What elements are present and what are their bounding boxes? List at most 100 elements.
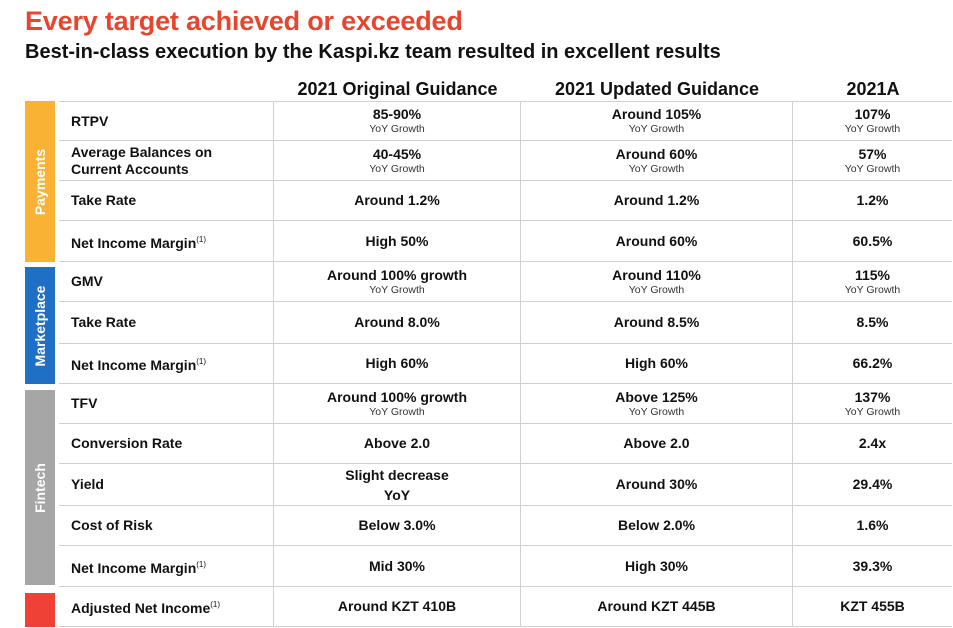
fintech-band: Fintech bbox=[25, 390, 55, 585]
cell-value: 8.5% bbox=[856, 314, 889, 330]
row-label-text: Net Income Margin bbox=[71, 234, 197, 251]
footnote-marker: (1) bbox=[196, 559, 207, 569]
cell-value: Around 60% bbox=[615, 145, 698, 162]
row-label-text: Cost of Risk bbox=[71, 517, 153, 533]
original-guidance-cell: 85-90% YoY Growth bbox=[273, 102, 520, 140]
row-label-text: RTPV bbox=[71, 112, 109, 129]
row-label-cell: Adjusted Net Income(1) bbox=[59, 587, 273, 626]
cell-value: Around 8.0% bbox=[354, 314, 440, 330]
updated-guidance-cell: Around 105% YoY Growth bbox=[520, 102, 792, 140]
table-row: Net Income Margin(1) High 50% Around 60% 60… bbox=[59, 221, 952, 262]
row-label-cell: GMV bbox=[59, 262, 273, 301]
original-guidance-cell: Around 100% growth YoY Growth bbox=[273, 262, 520, 301]
cell-value: 60.5% bbox=[852, 232, 893, 249]
updated-guidance-cell: Around 60% YoY Growth bbox=[520, 141, 792, 180]
cell-value: Below 2.0% bbox=[617, 517, 696, 533]
cell-value: High 60% bbox=[365, 355, 429, 371]
actual-cell: KZT 455B bbox=[792, 587, 952, 626]
updated-guidance-cell: Around KZT 445B bbox=[520, 587, 792, 626]
updated-guidance-cell: Around 1.2% bbox=[520, 181, 792, 220]
original-guidance-cell: Around 1.2% bbox=[273, 181, 520, 220]
cell-value: Mid 30% bbox=[368, 557, 425, 574]
row-label-cell: RTPV bbox=[59, 102, 273, 140]
row-label: Adjusted Net Income(1) bbox=[71, 596, 220, 617]
cell-value: Around 110% bbox=[612, 266, 701, 283]
row-label: Take Rate bbox=[71, 192, 136, 209]
actual-cell: 137% YoY Growth bbox=[792, 384, 952, 423]
row-label-text: TFV bbox=[71, 395, 98, 411]
row-label: RTPV bbox=[71, 113, 108, 130]
footnote-marker: (1) bbox=[196, 357, 207, 366]
table-row: Conversion Rate Above 2.0 Above 2.0 2.4x bbox=[59, 424, 952, 464]
cell-value: High 60% bbox=[624, 355, 688, 371]
cell-value: 39.3% bbox=[852, 557, 893, 574]
payments-band: Payments bbox=[25, 101, 55, 262]
table-row: Adjusted Net Income(1) Around KZT 410B Aro… bbox=[59, 587, 952, 627]
footnote-marker: (1) bbox=[210, 600, 221, 609]
cell-value: KZT 455B bbox=[840, 598, 905, 614]
actual-cell: 115% YoY Growth bbox=[792, 262, 952, 301]
table-row: RTPV 85-90% YoY Growth Around 105% YoY Growt… bbox=[59, 101, 952, 141]
cell-value: Around KZT 410B bbox=[337, 598, 457, 614]
original-guidance-cell: Around 100% growth YoY Growth bbox=[273, 384, 520, 423]
cell-subtext: YoY Growth bbox=[628, 123, 685, 135]
row-label-cell: Average Balances on Current Accounts bbox=[59, 141, 273, 180]
updated-guidance-cell: Above 2.0 bbox=[520, 424, 792, 463]
cell-value: High 50% bbox=[365, 232, 429, 249]
original-guidance-cell: Around 8.0% bbox=[273, 302, 520, 343]
actual-cell: 60.5% bbox=[792, 221, 952, 261]
table-row: TFV Around 100% growth YoY Growth Above 125… bbox=[59, 384, 952, 424]
row-label-text: Conversion Rate bbox=[71, 435, 183, 451]
cell-value: 40-45% bbox=[372, 145, 422, 162]
row-label: Net Income Margin(1) bbox=[71, 353, 206, 374]
row-label-cell: TFV bbox=[59, 384, 273, 423]
row-label: GMV bbox=[71, 273, 103, 290]
cell-value: 29.4% bbox=[852, 476, 893, 492]
actual-cell: 1.2% bbox=[792, 181, 952, 220]
cell-subtext: YoY Growth bbox=[369, 405, 425, 418]
actual-cell: 2.4x bbox=[792, 424, 952, 463]
original-guidance-cell: Above 2.0 bbox=[273, 424, 520, 463]
cell-value: High 30% bbox=[624, 557, 688, 574]
actual-cell: 29.4% bbox=[792, 464, 952, 505]
row-label-text: Adjusted Net Income bbox=[71, 600, 211, 616]
cell-value: Around 8.5% bbox=[613, 314, 700, 330]
row-label-text: Yield bbox=[71, 476, 104, 492]
updated-guidance-cell: Above 125% YoY Growth bbox=[520, 384, 792, 423]
row-label-cell: Take Rate bbox=[59, 302, 273, 343]
row-label: Net Income Margin(1) bbox=[71, 231, 206, 252]
cell-value: 137% bbox=[854, 388, 891, 405]
cell-value: Above 125% bbox=[615, 388, 698, 405]
cell-value: 1.2% bbox=[856, 192, 889, 208]
actual-cell: 57% YoY Growth bbox=[792, 141, 952, 180]
row-label: Take Rate bbox=[71, 314, 136, 331]
cell-subtext: YoY Growth bbox=[844, 405, 901, 418]
cell-value: 115% bbox=[854, 266, 891, 283]
cell-value: Around KZT 445B bbox=[597, 598, 716, 614]
cell-value: Below 3.0% bbox=[358, 517, 436, 533]
original-guidance-cell: High 60% bbox=[273, 344, 520, 383]
footnote-marker: (1) bbox=[196, 234, 207, 244]
cell-subtext: YoY Growth bbox=[628, 162, 685, 175]
row-label-cell: Conversion Rate bbox=[59, 424, 273, 463]
cell-value: Above 2.0 bbox=[363, 435, 431, 451]
cell-subtext: YoY Growth bbox=[628, 283, 685, 296]
original-guidance-cell: Around KZT 410B bbox=[273, 587, 520, 626]
row-label: Cost of Risk bbox=[71, 517, 153, 534]
cell-value: 1.6% bbox=[856, 517, 889, 533]
actual-cell: 66.2% bbox=[792, 344, 952, 383]
cell-subtext: YoY Growth bbox=[844, 283, 901, 296]
section-label: Fintech bbox=[32, 462, 48, 513]
table-row: Yield Slight decrease YoY Around 30% 29.4% bbox=[59, 464, 952, 506]
row-label: TFV bbox=[71, 395, 97, 412]
table-row: Net Income Margin(1) High 60% High 60% 66.2… bbox=[59, 344, 952, 384]
row-label: Conversion Rate bbox=[71, 435, 182, 452]
table-row: Take Rate Around 1.2% Around 1.2% 1.2% bbox=[59, 181, 952, 221]
row-label-text: Net Income Margin bbox=[71, 559, 197, 576]
cell-value: Around 100% growth bbox=[326, 388, 467, 405]
actual-cell: 1.6% bbox=[792, 506, 952, 545]
cell-subtext: YoY Growth bbox=[369, 162, 425, 175]
updated-guidance-cell: High 30% bbox=[520, 546, 792, 586]
page-subtitle: Best-in-class execution by the Kaspi.kz … bbox=[25, 41, 721, 63]
row-label-cell: Net Income Margin(1) bbox=[59, 344, 273, 383]
